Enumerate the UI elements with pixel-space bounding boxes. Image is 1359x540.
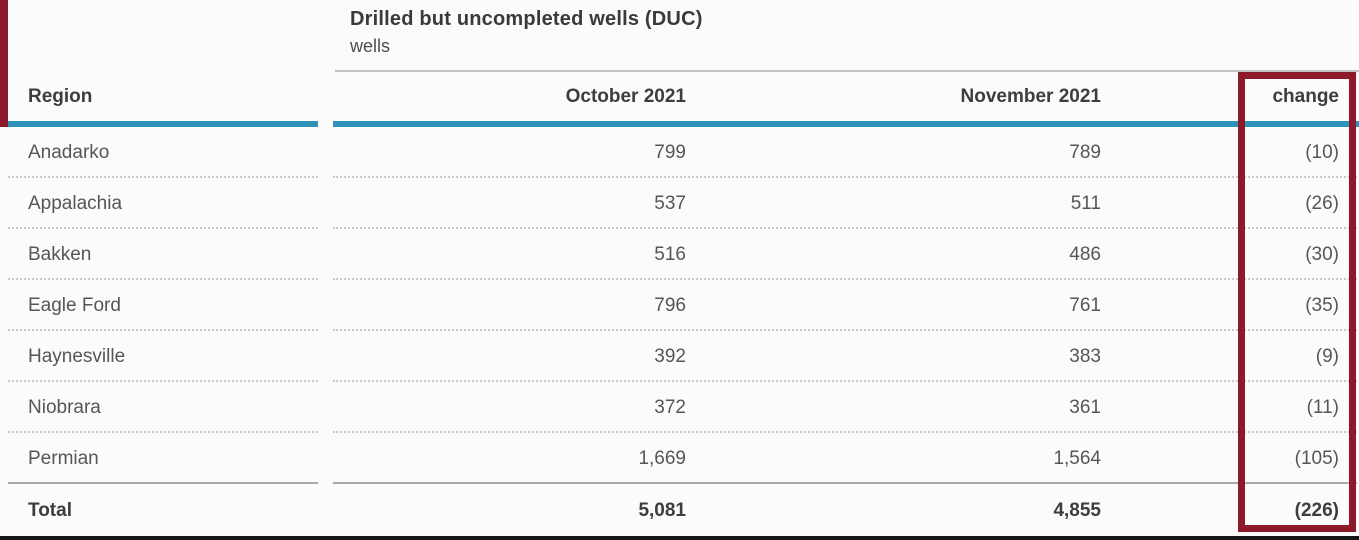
october-value-cell: 537 [654, 192, 686, 214]
november-value-cell: 1,564 [1053, 447, 1101, 469]
table-total-row: Total 5,081 4,855 (226) [0, 487, 1359, 535]
table-row: Niobrara 372 361 (11) [0, 382, 1359, 433]
table-header-row: Region October 2021 November 2021 change [0, 72, 1359, 122]
total-october-value: 5,081 [638, 500, 686, 521]
column-header-change: change [1272, 86, 1339, 107]
region-cell: Permian [28, 447, 99, 469]
change-value-cell: (30) [1305, 243, 1339, 265]
november-value-cell: 486 [1069, 243, 1101, 265]
november-value-cell: 361 [1069, 396, 1101, 418]
change-value-cell: (11) [1306, 396, 1339, 418]
header-underline [0, 121, 1359, 127]
october-value-cell: 1,669 [638, 447, 686, 469]
table-row: Permian 1,669 1,564 (105) [0, 433, 1359, 484]
october-value-cell: 516 [654, 243, 686, 265]
unit-label: wells [350, 36, 391, 56]
november-value-cell: 789 [1069, 141, 1101, 163]
october-value-cell: 392 [654, 345, 686, 367]
left-edge-highlight-strip [0, 0, 8, 127]
header-top-rule [335, 70, 1359, 72]
region-cell: Haynesville [28, 345, 126, 367]
column-header-october-2021: October 2021 [565, 86, 686, 107]
bottom-border-line [0, 536, 1359, 540]
november-value-cell: 761 [1069, 294, 1101, 316]
table-row: Appalachia 537 511 (26) [0, 178, 1359, 229]
table-row: Eagle Ford 796 761 (35) [0, 280, 1359, 331]
table-row: Bakken 516 486 (30) [0, 229, 1359, 280]
change-value-cell: (105) [1294, 447, 1339, 469]
region-cell: Bakken [28, 243, 92, 265]
october-value-cell: 799 [654, 141, 686, 163]
november-value-cell: 511 [1070, 192, 1101, 214]
region-cell: Appalachia [28, 192, 123, 214]
october-value-cell: 372 [654, 396, 686, 418]
change-value-cell: (35) [1305, 294, 1339, 316]
october-value-cell: 796 [654, 294, 686, 316]
region-cell: Eagle Ford [28, 294, 121, 316]
region-cell: Niobrara [28, 396, 101, 418]
table-body: Anadarko 799 789 (10) Appalachia 537 511… [0, 127, 1359, 484]
november-value-cell: 383 [1069, 345, 1101, 367]
total-change-value: (226) [1294, 500, 1339, 521]
column-header-region: Region [28, 86, 93, 107]
column-header-november-2021: November 2021 [960, 86, 1101, 107]
change-value-cell: (10) [1305, 141, 1339, 163]
change-value-cell: (26) [1305, 192, 1339, 214]
page-title: Drilled but uncompleted wells (DUC) [350, 8, 703, 30]
table-row: Haynesville 392 383 (9) [0, 331, 1359, 382]
table-row: Anadarko 799 789 (10) [0, 127, 1359, 178]
chart-title-block: Drilled but uncompleted wells (DUC) well… [350, 6, 703, 58]
total-label: Total [28, 500, 72, 521]
change-value-cell: (9) [1315, 345, 1339, 367]
region-cell: Anadarko [28, 141, 110, 163]
total-november-value: 4,855 [1053, 500, 1101, 521]
